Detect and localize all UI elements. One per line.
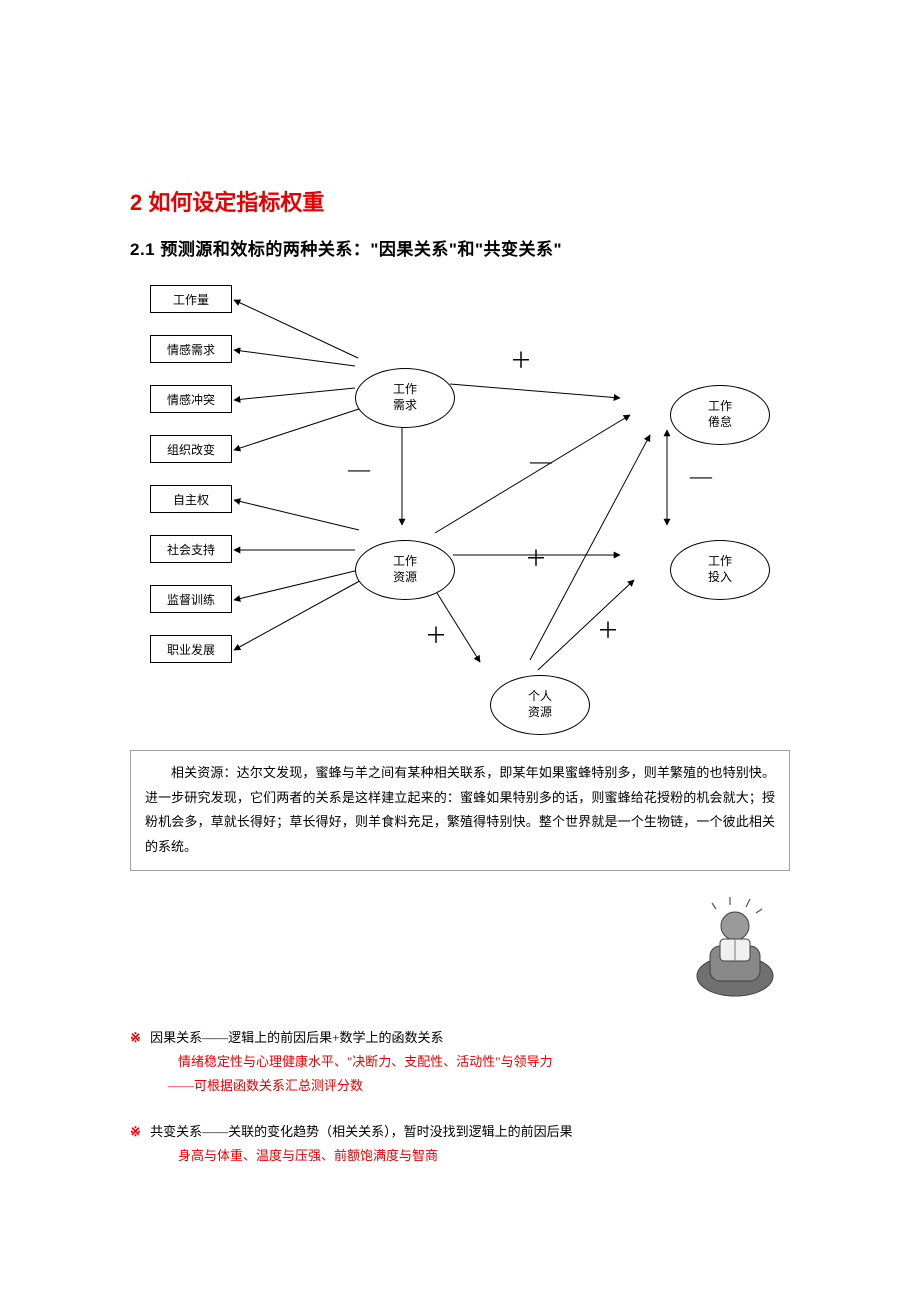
bullet-detail: 情绪稳定性与心理健康水平、"决断力、支配性、活动性"与领导力 <box>130 1050 790 1074</box>
rect-node: 组织改变 <box>150 435 232 463</box>
bullet-marker: ※ <box>130 1030 141 1045</box>
relation-sign: ＋ <box>425 625 447 647</box>
ellipse-node: 工作 资源 <box>355 540 455 600</box>
section-heading: 2 如何设定指标权重 <box>130 185 790 217</box>
reader-illustration <box>680 891 790 1001</box>
relation-sign: ＋ <box>597 620 619 642</box>
bullet-marker: ※ <box>130 1124 141 1139</box>
rect-node: 工作量 <box>150 285 232 313</box>
relation-sign: — <box>348 458 370 480</box>
bullet-item: ※ 因果关系——逻辑上的前因后果+数学上的函数关系 情绪稳定性与心理健康水平、"… <box>130 1026 790 1098</box>
ellipse-node: 工作 倦怠 <box>670 385 770 445</box>
rect-node: 情感需求 <box>150 335 232 363</box>
bullet-detail: ——可根据函数关系汇总测评分数 <box>130 1074 790 1098</box>
relation-sign: ＋ <box>525 548 547 570</box>
relation-sign: ＋ <box>510 350 532 372</box>
rect-node: 职业发展 <box>150 635 232 663</box>
info-callout: 相关资源：达尔文发现，蜜蜂与羊之间有某种相关联系，即某年如果蜜蜂特别多，则羊繁殖… <box>130 750 790 871</box>
bullet-head: 因果关系——逻辑上的前因后果+数学上的函数关系 <box>150 1030 443 1045</box>
bullet-item: ※ 共变关系——关联的变化趋势（相关关系），暂时没找到逻辑上的前因后果 身高与体… <box>130 1120 790 1168</box>
relationship-diagram: 工作量情感需求情感冲突组织改变自主权社会支持监督训练职业发展 工作 需求工作 资源… <box>130 280 790 720</box>
ellipse-node: 工作 需求 <box>355 368 455 428</box>
rect-node: 自主权 <box>150 485 232 513</box>
relation-sign: — <box>690 465 712 487</box>
bullet-list: ※ 因果关系——逻辑上的前因后果+数学上的函数关系 情绪稳定性与心理健康水平、"… <box>130 1026 790 1168</box>
ellipse-node: 工作 投入 <box>670 540 770 600</box>
relation-sign: — <box>530 450 552 472</box>
bullet-detail: 身高与体重、温度与压强、前额饱满度与智商 <box>130 1144 790 1168</box>
ellipse-node: 个人 资源 <box>490 675 590 735</box>
rect-node: 情感冲突 <box>150 385 232 413</box>
rect-node: 社会支持 <box>150 535 232 563</box>
subsection-heading: 2.1 预测源和效标的两种关系："因果关系"和"共变关系" <box>130 235 790 260</box>
bullet-head: 共变关系——关联的变化趋势（相关关系），暂时没找到逻辑上的前因后果 <box>150 1124 573 1139</box>
rect-node: 监督训练 <box>150 585 232 613</box>
